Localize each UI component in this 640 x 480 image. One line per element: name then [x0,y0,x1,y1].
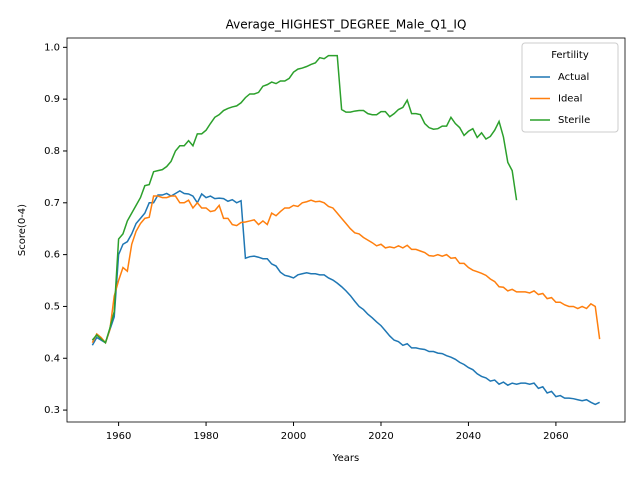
legend-label: Ideal [558,94,582,105]
x-tick-label: 2020 [368,431,393,442]
x-axis-label: Years [332,453,359,464]
y-tick-label: 0.5 [44,301,60,312]
y-tick-label: 0.9 [44,94,60,105]
y-tick-label: 0.6 [44,250,60,261]
x-tick-label: 2060 [543,431,568,442]
legend-label: Actual [558,72,589,83]
y-tick-label: 0.8 [44,146,60,157]
legend-title: Fertility [551,50,589,61]
data-line [91,189,600,406]
x-tick-label: 2000 [281,431,306,442]
y-tick-label: 0.7 [44,198,60,209]
legend-box [521,42,619,133]
y-tick-label: 0.3 [44,405,60,416]
y-axis-label: Score(0-4) [17,204,28,256]
legend-label: Sterile [558,115,590,126]
x-tick-label: 1960 [106,431,131,442]
y-tick-label: 1.0 [44,42,60,53]
plot-frame [66,37,626,423]
y-tick-label: 0.4 [44,353,60,364]
data-line [91,54,518,345]
data-line [91,195,601,345]
x-tick-label: 1980 [193,431,218,442]
chart-title: Average_HIGHEST_DEGREE_Male_Q1_IQ [226,18,467,32]
x-tick-label: 2040 [456,431,481,442]
